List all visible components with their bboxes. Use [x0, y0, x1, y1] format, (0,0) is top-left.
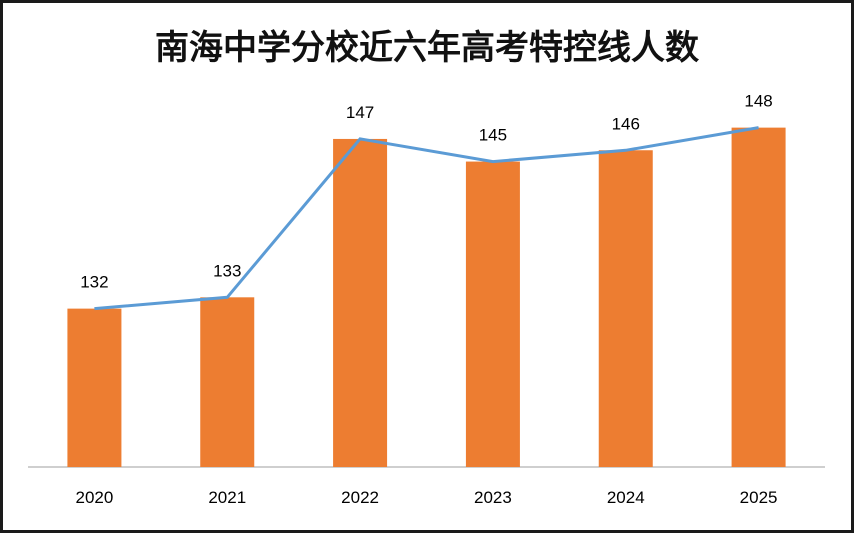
- bar-2022: [333, 138, 388, 467]
- x-tick-label-2024: 2024: [607, 488, 645, 507]
- x-tick-label-2020: 2020: [76, 488, 114, 507]
- data-label-2022: 147: [346, 103, 374, 122]
- bar-2024: [598, 150, 653, 467]
- data-label-2023: 145: [479, 126, 507, 145]
- data-label-2020: 132: [80, 273, 108, 292]
- data-label-2025: 148: [744, 92, 772, 111]
- chart-title: 南海中学分校近六年高考特控线人数: [155, 28, 699, 68]
- trend-line: [94, 126, 759, 311]
- bar-2021: [200, 297, 255, 467]
- bar-2023: [465, 161, 520, 467]
- bars-group: [67, 127, 786, 467]
- data-labels-group: 132 133 147 145 146 148: [80, 92, 773, 292]
- category-labels-group: 2020 2021 2022 2023 2024 2025: [76, 488, 778, 507]
- chart-svg: 南海中学分校近六年高考特控线人数 132 133 147 145 146 148 2020…: [28, 28, 825, 507]
- bar-2025: [731, 127, 786, 467]
- x-tick-label-2023: 2023: [474, 488, 512, 507]
- data-label-2021: 133: [213, 261, 241, 280]
- x-tick-label-2025: 2025: [740, 488, 778, 507]
- x-tick-label-2022: 2022: [341, 488, 379, 507]
- data-label-2024: 146: [612, 114, 640, 133]
- bar-2020: [67, 308, 122, 467]
- x-tick-label-2021: 2021: [208, 488, 246, 507]
